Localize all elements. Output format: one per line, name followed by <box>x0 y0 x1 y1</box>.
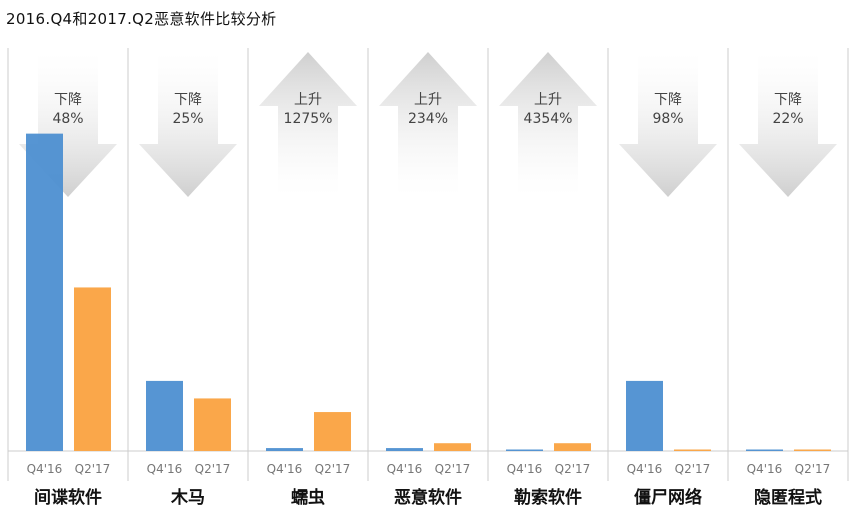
change-percent-label: 98% <box>652 111 683 127</box>
series-tick-label: Q4'16 <box>147 462 183 476</box>
bar-q4-16-7 <box>746 449 783 451</box>
change-percent-label: 1275% <box>284 111 333 127</box>
change-direction-label: 上升 <box>534 92 562 108</box>
series-tick-label: Q4'16 <box>747 462 783 476</box>
bar-q2-17-2 <box>194 398 231 451</box>
category-label: 蠕虫 <box>291 487 325 508</box>
bar-q4-16-1 <box>26 133 63 452</box>
category-label: 间谍软件 <box>34 487 102 508</box>
series-tick-label: Q4'16 <box>27 462 63 476</box>
change-direction-label: 下降 <box>654 92 682 108</box>
up-arrow-3 <box>259 52 357 197</box>
category-label: 恶意软件 <box>394 487 462 508</box>
bar-q2-17-1 <box>74 287 111 451</box>
up-arrow-4 <box>379 52 477 197</box>
bar-q2-17-3 <box>314 412 351 451</box>
bar-q2-17-7 <box>794 449 831 451</box>
series-tick-label: Q4'16 <box>387 462 423 476</box>
change-direction-label: 上升 <box>414 92 442 108</box>
chart-title: 2016.Q4和2017.Q2恶意软件比较分析 <box>6 10 277 28</box>
bar-q4-16-6 <box>626 380 663 451</box>
series-tick-label: Q4'16 <box>627 462 663 476</box>
category-label: 隐匿程式 <box>754 487 822 508</box>
series-tick-label: Q2'17 <box>435 462 471 476</box>
bar-q2-17-6 <box>674 449 711 451</box>
series-tick-label: Q4'16 <box>267 462 303 476</box>
change-direction-label: 上升 <box>294 92 322 108</box>
series-tick-label: Q4'16 <box>507 462 543 476</box>
bar-q2-17-5 <box>554 443 591 451</box>
bar-q4-16-3 <box>266 448 303 451</box>
series-tick-label: Q2'17 <box>795 462 831 476</box>
bar-q4-16-2 <box>146 380 183 451</box>
category-label: 木马 <box>170 487 205 508</box>
bar-q4-16-5 <box>506 449 543 451</box>
change-percent-label: 4354% <box>524 111 573 127</box>
change-direction-label: 下降 <box>174 92 202 108</box>
down-arrow-7 <box>739 52 837 197</box>
change-percent-label: 25% <box>172 111 203 127</box>
change-direction-label: 下降 <box>774 92 802 108</box>
change-percent-label: 22% <box>772 111 803 127</box>
series-tick-label: Q2'17 <box>555 462 591 476</box>
series-tick-label: Q2'17 <box>75 462 111 476</box>
series-tick-label: Q2'17 <box>195 462 231 476</box>
bar-q2-17-4 <box>434 443 471 451</box>
change-percent-label: 234% <box>408 111 448 127</box>
category-label: 勒索软件 <box>514 487 582 508</box>
down-arrow-6 <box>619 52 717 197</box>
series-tick-label: Q2'17 <box>675 462 711 476</box>
down-arrow-2 <box>139 52 237 197</box>
change-percent-label: 48% <box>52 111 83 127</box>
series-tick-label: Q2'17 <box>315 462 351 476</box>
bar-q4-16-4 <box>386 448 423 451</box>
up-arrow-5 <box>499 52 597 197</box>
change-direction-label: 下降 <box>54 92 82 108</box>
category-label: 僵尸网络 <box>634 487 702 508</box>
